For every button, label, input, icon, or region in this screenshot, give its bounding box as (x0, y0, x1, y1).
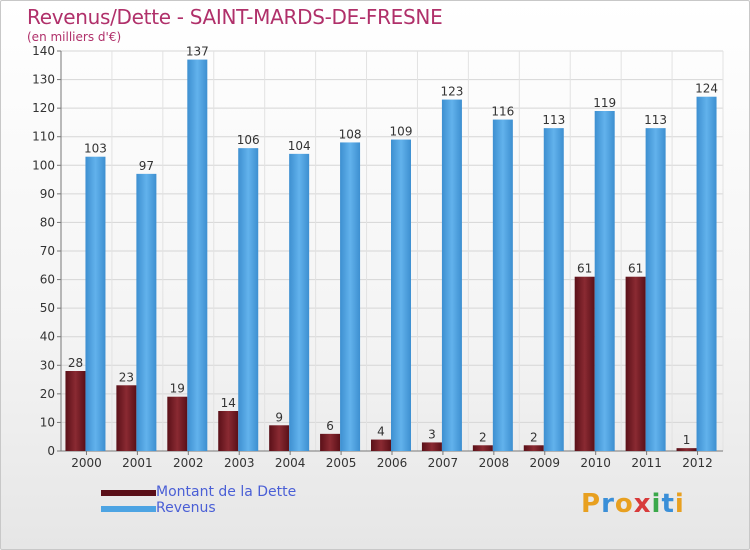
data-label-debt: 2 (530, 430, 538, 444)
bar-debt (167, 396, 188, 451)
x-tick-label: 2002 (173, 456, 204, 470)
y-tick-label: 100 (32, 158, 55, 172)
bar-revenue (391, 139, 411, 452)
x-tick-label: 2000 (71, 456, 102, 470)
bar-debt (320, 433, 341, 451)
data-label-revenue: 113 (644, 113, 667, 127)
data-label-debt: 61 (628, 262, 643, 276)
x-tick-label: 2010 (580, 456, 611, 470)
data-label-debt: 19 (170, 382, 185, 396)
data-label-debt: 23 (119, 370, 134, 384)
bar-revenue (594, 111, 615, 451)
bar-debt (116, 385, 137, 451)
bar-revenue (238, 148, 259, 451)
bar-revenue (289, 153, 310, 451)
y-tick-label: 50 (40, 301, 55, 315)
bar-debt (371, 439, 391, 451)
bar-revenue (187, 59, 208, 451)
bar-revenue (543, 128, 564, 451)
bar-debt (523, 445, 544, 451)
bar-revenue (492, 119, 513, 452)
data-label-revenue: 106 (237, 133, 260, 147)
y-tick-label: 70 (40, 244, 55, 258)
chart-subtitle: (en milliers d'€) (27, 30, 122, 44)
y-tick-label: 110 (32, 130, 55, 144)
bar-debt (625, 276, 646, 451)
legend-label-revenue: Revenus (156, 500, 216, 516)
bar-revenue (340, 142, 361, 451)
data-label-revenue: 103 (84, 142, 107, 156)
bar-debt (269, 425, 290, 451)
bar-debt (421, 442, 442, 451)
logo-letter: i (651, 489, 662, 519)
data-label-debt: 6 (326, 419, 334, 433)
data-label-revenue: 109 (390, 125, 413, 139)
data-label-revenue: 123 (440, 85, 463, 99)
y-tick-label: 40 (40, 330, 55, 344)
x-tick-label: 2006 (377, 456, 408, 470)
x-tick-label: 2001 (122, 456, 153, 470)
data-label-revenue: 124 (695, 82, 718, 96)
data-label-debt: 28 (68, 356, 83, 370)
x-tick-label: 2007 (428, 456, 459, 470)
x-tick-label: 2005 (326, 456, 357, 470)
y-tick-label: 10 (40, 415, 55, 429)
y-tick-label: 140 (32, 44, 55, 58)
data-label-revenue: 104 (288, 139, 311, 153)
proxiti-logo: Proxiti (581, 489, 685, 519)
logo-letter: t (661, 489, 675, 519)
legend-swatch-debt (101, 490, 156, 496)
x-tick-label: 2009 (529, 456, 560, 470)
legend-swatch-revenue (101, 506, 156, 512)
data-label-debt: 2 (479, 430, 487, 444)
bar-revenue (645, 128, 666, 451)
bar-debt (218, 411, 239, 451)
legend-label-debt: Montant de la Dette (156, 484, 297, 500)
x-tick-label: 2003 (224, 456, 255, 470)
chart-title: Revenus/Dette - SAINT-MARDS-DE-FRESNE (27, 5, 443, 29)
bar-revenue (136, 173, 157, 451)
data-label-revenue: 113 (542, 113, 565, 127)
y-tick-label: 90 (40, 187, 55, 201)
data-label-revenue: 137 (186, 45, 209, 59)
bar-revenue (441, 99, 462, 452)
data-label-debt: 9 (275, 410, 283, 424)
logo-letter: r (601, 489, 615, 519)
logo-letter: o (614, 489, 634, 519)
x-tick-label: 2011 (631, 456, 662, 470)
bar-debt (65, 371, 86, 451)
x-tick-label: 2008 (479, 456, 510, 470)
data-label-debt: 1 (683, 433, 691, 447)
x-tick-label: 2004 (275, 456, 306, 470)
data-label-revenue: 119 (593, 96, 616, 110)
data-label-debt: 4 (377, 425, 385, 439)
data-label-debt: 3 (428, 427, 436, 441)
y-tick-label: 80 (40, 215, 55, 229)
y-tick-label: 130 (32, 73, 55, 87)
y-tick-label: 30 (40, 358, 55, 372)
logo-letter: x (633, 489, 652, 519)
x-tick-label: 2012 (682, 456, 713, 470)
logo-letter: P (581, 489, 602, 519)
data-label-revenue: 116 (491, 105, 514, 119)
bar-debt (574, 276, 595, 451)
data-label-revenue: 108 (339, 127, 362, 141)
bar-debt (472, 445, 493, 451)
y-tick-label: 60 (40, 273, 55, 287)
data-label-debt: 14 (221, 396, 236, 410)
data-label-debt: 61 (577, 262, 592, 276)
y-tick-label: 120 (32, 101, 55, 115)
logo-letter: i (674, 489, 685, 519)
data-label-revenue: 97 (139, 159, 154, 173)
bar-revenue (85, 156, 106, 451)
bar-revenue (696, 96, 717, 451)
bar-debt (676, 448, 697, 451)
y-tick-label: 20 (40, 387, 55, 401)
y-tick-label: 0 (47, 444, 55, 458)
